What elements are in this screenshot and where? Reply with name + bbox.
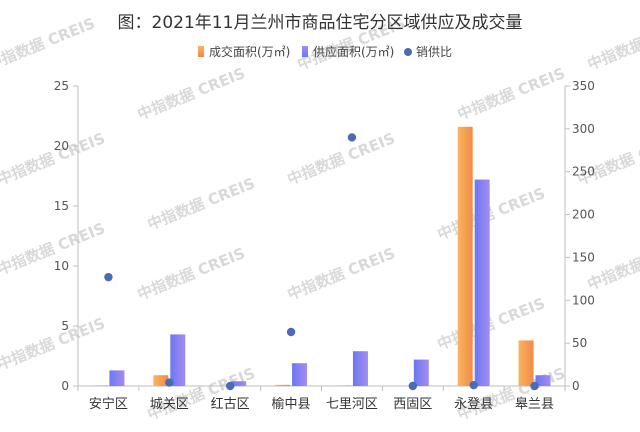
y-right-tick-label: 250: [572, 165, 595, 179]
legend-swatch: [302, 46, 308, 57]
y-left-tick-label: 0: [61, 379, 69, 393]
legend-swatch: [404, 48, 412, 56]
bar-transaction-area: [92, 385, 108, 386]
x-category-label: 城关区: [150, 397, 189, 412]
y-left-tick-label: 15: [54, 199, 69, 213]
point-sales-supply-ratio: [408, 381, 418, 391]
y-right-tick-label: 200: [572, 208, 595, 222]
watermark-text: 中指数据 CREIS: [0, 14, 98, 74]
bar-supply-area: [170, 334, 186, 386]
bar-transaction-area: [335, 385, 351, 386]
y-right-tick-label: 300: [572, 122, 595, 136]
points: [104, 133, 539, 391]
x-category-label: 红古区: [211, 396, 250, 412]
bar-supply-area: [413, 359, 429, 386]
x-category-label: 永登县: [454, 397, 493, 412]
y-left-tick-label: 20: [54, 139, 69, 153]
y-right-tick-label: 100: [572, 293, 595, 307]
x-category-label: 皋兰县: [515, 397, 554, 412]
bar-supply-area: [352, 351, 368, 386]
watermark-text: 中指数据 CREIS: [135, 244, 248, 304]
watermark-text: 中指数据 CREIS: [145, 364, 258, 424]
y-right-tick-label: 50: [572, 336, 587, 350]
y-left-tick-label: 5: [61, 319, 69, 333]
point-sales-supply-ratio: [104, 272, 113, 282]
bar-transaction-area: [518, 340, 534, 386]
point-sales-supply-ratio: [165, 378, 174, 387]
bar-supply-area: [292, 363, 308, 386]
y-right-tick-label: 350: [572, 79, 595, 93]
watermark-text: 中指数据 CREIS: [285, 129, 398, 189]
bar-supply-area: [231, 381, 247, 386]
watermark-text: 中指数据 CREIS: [435, 184, 548, 244]
x-category-label: 西固区: [393, 397, 432, 412]
point-sales-supply-ratio: [530, 381, 539, 391]
bar-transaction-area: [153, 375, 169, 386]
watermark-text: 中指数据 CREIS: [285, 244, 398, 304]
legend-label: 供应面积(万㎡): [313, 44, 394, 59]
x-category-label: 七里河区: [326, 397, 378, 412]
bar-supply-area: [535, 375, 551, 386]
legend-label: 销供比: [416, 45, 452, 59]
point-sales-supply-ratio: [347, 133, 357, 142]
watermark-text: 中指数据 CREIS: [0, 314, 108, 374]
bars: [92, 126, 551, 387]
bar-supply-area: [109, 370, 125, 386]
watermark-text: 中指数据 CREIS: [585, 14, 640, 74]
y-right-tick-label: 150: [572, 250, 595, 264]
point-sales-supply-ratio: [469, 380, 478, 390]
y-right-tick-label: 0: [572, 379, 580, 393]
bar-transaction-area: [275, 384, 291, 386]
legend: 成交面积(万㎡) 供应面积(万㎡) 销供比: [198, 44, 452, 59]
watermark-text: 中指数据 CREIS: [135, 64, 248, 124]
watermark-text: 中指数据 CREIS: [575, 129, 640, 189]
x-category-label: 安宁区: [89, 396, 128, 412]
watermark-text: 中指数据 CREIS: [455, 64, 568, 124]
y-left-tick-label: 10: [54, 259, 69, 273]
point-sales-supply-ratio: [225, 381, 235, 391]
x-category-label: 榆中县: [272, 397, 311, 412]
bar-transaction-area: [457, 126, 473, 387]
bar-supply-area: [474, 179, 490, 386]
y-left-tick-label: 25: [54, 79, 69, 93]
legend-swatch: [198, 46, 204, 57]
watermark-text: 中指数据 CREIS: [145, 174, 258, 234]
point-sales-supply-ratio: [286, 327, 296, 337]
legend-label: 成交面积(万㎡): [209, 44, 290, 59]
chart-title: 图：2021年11月兰州市商品住宅分区域供应及成交量: [118, 13, 523, 33]
